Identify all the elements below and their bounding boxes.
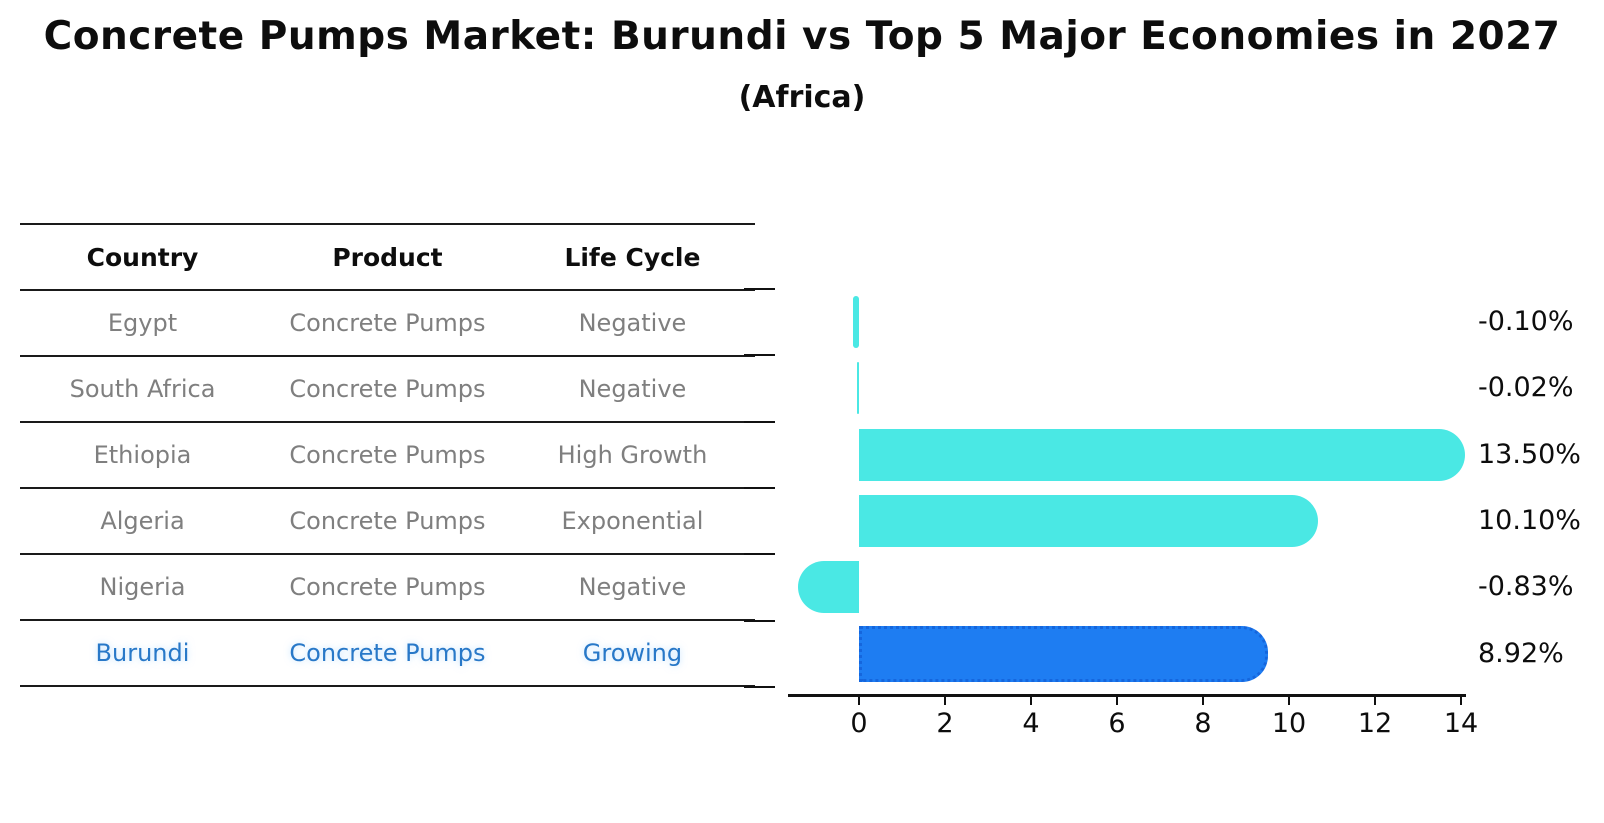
- bar-ethiopia: [859, 428, 1465, 481]
- y-axis-tick: [744, 420, 775, 423]
- table-cell-product: Concrete Pumps: [289, 441, 486, 469]
- table-row: South Africa Concrete Pumps Negative: [20, 355, 755, 421]
- x-axis-tick: [1116, 696, 1118, 705]
- x-axis-tick: [944, 696, 946, 705]
- table-cell-country: Nigeria: [99, 573, 186, 601]
- table-cell-product: Concrete Pumps: [289, 309, 486, 337]
- y-axis-tick: [744, 354, 775, 357]
- y-axis-tick: [744, 553, 775, 556]
- x-axis-line: [788, 694, 1466, 697]
- x-axis-tick-label: 2: [936, 708, 954, 739]
- value-label-egypt: -0.10%: [1478, 306, 1574, 338]
- x-axis-tick-label: 6: [1108, 708, 1126, 739]
- table-header-row: Country Product Life Cycle: [20, 223, 755, 289]
- country-table: Country Product Life Cycle Egypt Concret…: [20, 223, 755, 687]
- x-axis-tick-label: 8: [1194, 708, 1212, 739]
- value-label-south-africa: -0.02%: [1478, 372, 1574, 404]
- bar-egypt: [853, 296, 859, 349]
- x-axis-tick-label: 14: [1443, 708, 1479, 739]
- table-header-life-cycle: Life Cycle: [564, 242, 701, 272]
- x-axis-tick: [858, 696, 860, 705]
- table-cell-life-cycle: Negative: [578, 309, 687, 337]
- table-cell-country: Burundi: [95, 639, 190, 667]
- table-header-product: Product: [332, 242, 443, 272]
- x-axis-tick-label: 4: [1022, 708, 1040, 739]
- value-label-burundi: 8.92%: [1478, 637, 1564, 669]
- table-row: Algeria Concrete Pumps Exponential: [20, 487, 755, 553]
- table-cell-product: Concrete Pumps: [289, 573, 486, 601]
- table-cell-country: Egypt: [107, 309, 178, 337]
- table-cell-product: Concrete Pumps: [289, 639, 486, 667]
- table-cell-life-cycle: Negative: [578, 375, 687, 403]
- value-label-ethiopia: 13.50%: [1478, 438, 1581, 470]
- bar-burundi: [859, 625, 1268, 682]
- x-axis-tick-label: 10: [1271, 708, 1307, 739]
- x-axis-tick: [1030, 696, 1032, 705]
- chart-subtitle: (Africa): [738, 80, 866, 115]
- table-cell-life-cycle: High Growth: [557, 441, 708, 469]
- table-header-country: Country: [86, 242, 199, 272]
- value-label-algeria: 10.10%: [1478, 505, 1581, 537]
- value-label-nigeria: -0.83%: [1478, 571, 1574, 603]
- table-cell-life-cycle: Negative: [578, 573, 687, 601]
- x-axis-tick: [1288, 696, 1290, 705]
- table-cell-life-cycle: Exponential: [561, 507, 704, 535]
- x-axis-tick-label: 0: [850, 708, 868, 739]
- x-axis-tick-label: 12: [1357, 708, 1393, 739]
- table-row: Egypt Concrete Pumps Negative: [20, 289, 755, 355]
- table-cell-product: Concrete Pumps: [289, 507, 486, 535]
- table-cell-country: South Africa: [69, 375, 216, 403]
- x-axis-tick: [1460, 696, 1462, 705]
- y-axis-tick: [744, 288, 775, 290]
- table-cell-country: Algeria: [100, 507, 185, 535]
- bar-south-africa: [856, 362, 859, 415]
- y-axis-tick: [744, 619, 775, 622]
- bar-algeria: [859, 495, 1319, 548]
- bar-nigeria: [798, 561, 859, 614]
- table-cell-life-cycle: Growing: [582, 639, 683, 667]
- table-row: Ethiopia Concrete Pumps High Growth: [20, 421, 755, 487]
- table-cell-country: Ethiopia: [93, 441, 192, 469]
- x-axis-tick: [1374, 696, 1376, 705]
- table-row: Burundi Concrete Pumps Growing: [20, 619, 755, 685]
- y-axis-tick: [744, 486, 775, 489]
- table-row: Nigeria Concrete Pumps Negative: [20, 553, 755, 619]
- table-cell-product: Concrete Pumps: [289, 375, 486, 403]
- y-axis-tick: [744, 685, 775, 688]
- chart-title: Concrete Pumps Market: Burundi vs Top 5 …: [43, 14, 1561, 59]
- x-axis-tick: [1202, 696, 1204, 705]
